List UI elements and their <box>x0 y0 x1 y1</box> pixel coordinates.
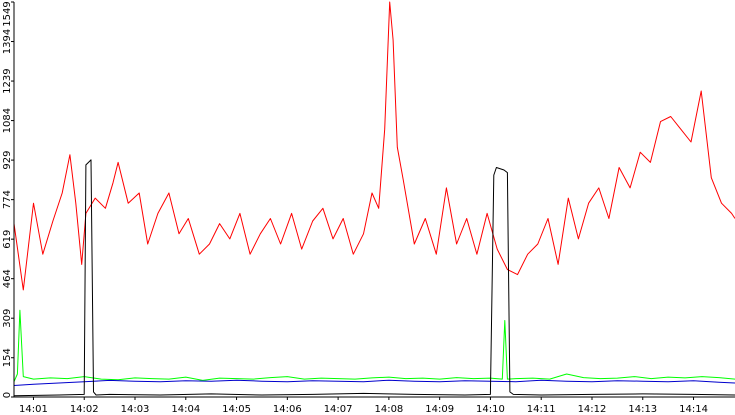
x-tick-label: 14:04 <box>171 404 200 415</box>
y-tick-label: 154 <box>2 348 13 367</box>
x-tick-label: 14:14 <box>679 404 708 415</box>
x-tick-label: 14:10 <box>476 404 505 415</box>
y-tick-label: 309 <box>2 309 13 328</box>
y-tick-label: 0 <box>2 392 13 398</box>
series-line-1 <box>13 309 735 382</box>
y-tick-label: 1394 <box>2 29 13 54</box>
x-tick-label: 14:13 <box>628 404 657 415</box>
x-tick-label: 14:08 <box>374 404 403 415</box>
y-tick-label: 1239 <box>2 68 13 93</box>
x-tick-label: 14:12 <box>578 404 607 415</box>
y-tick-label: 1084 <box>2 108 13 133</box>
x-tick-label: 14:03 <box>121 404 150 415</box>
x-tick-label: 14:11 <box>527 404 556 415</box>
y-tick-label: 1549 <box>2 1 13 26</box>
x-tick-label: 14:09 <box>425 404 454 415</box>
series-line-0 <box>13 1 735 291</box>
y-tick-label: 464 <box>2 269 13 288</box>
x-tick-label: 14:07 <box>324 404 353 415</box>
series-layer <box>13 1 735 397</box>
y-tick-label: 774 <box>2 190 13 209</box>
x-tick-label: 14:05 <box>222 404 251 415</box>
series-line-2 <box>13 379 735 386</box>
x-tick-label: 14:02 <box>70 404 99 415</box>
x-tick-label: 14:01 <box>19 404 48 415</box>
y-tick-label: 929 <box>2 151 13 170</box>
x-tick-label: 14:06 <box>273 404 302 415</box>
y-tick-label: 619 <box>2 230 13 249</box>
series-line-3 <box>13 159 735 397</box>
